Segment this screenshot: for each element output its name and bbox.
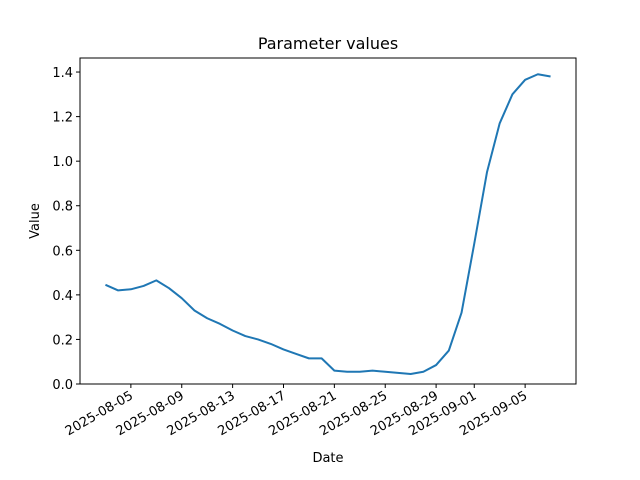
y-axis-label: Value — [28, 203, 43, 239]
y-tick-label: 0.4 — [52, 289, 73, 304]
y-tick-label: 1.0 — [52, 155, 73, 170]
y-tick-label: 0.2 — [52, 333, 73, 348]
y-tick-label: 0.6 — [52, 244, 73, 259]
y-tick-label: 0.8 — [52, 200, 73, 215]
plot-frame — [79, 57, 577, 385]
y-tick-label: 1.4 — [52, 66, 73, 81]
data-line — [105, 73, 551, 375]
y-tick-label: 1.2 — [52, 111, 73, 126]
y-tick-label: 0.0 — [52, 378, 73, 393]
x-axis-label: Date — [312, 451, 343, 466]
chart-title: Parameter values — [258, 34, 398, 53]
